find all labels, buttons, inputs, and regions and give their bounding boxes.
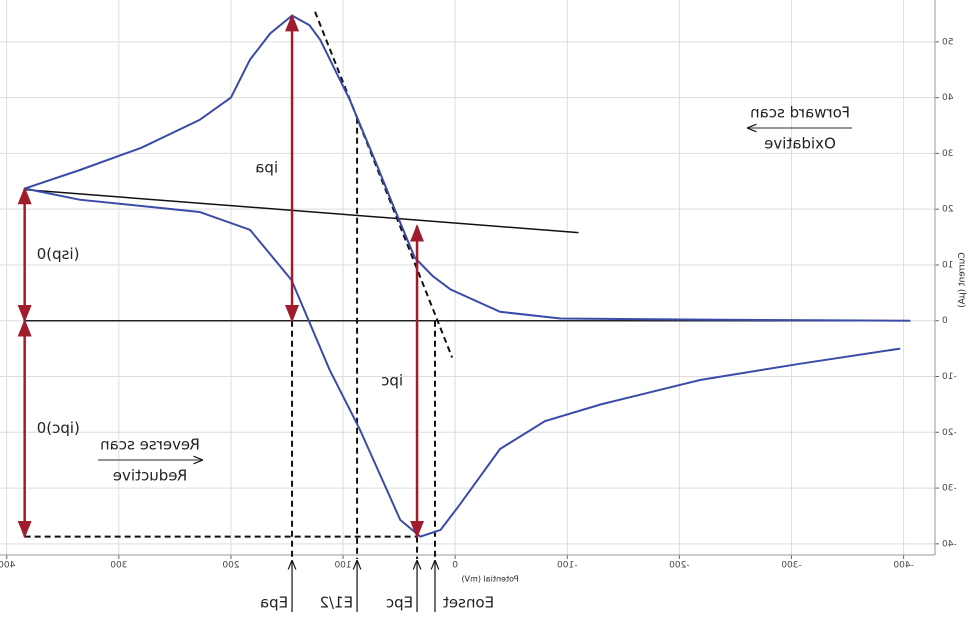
x-tick-label: 100 <box>334 561 351 571</box>
y-tick-label: 0 <box>942 316 948 326</box>
x-tick-label: 200 <box>222 561 239 571</box>
y-tick-label: -10 <box>942 372 957 382</box>
y-tick-label: -30 <box>942 484 957 494</box>
y-tick-label: 10 <box>942 260 954 270</box>
potential-label: Epa <box>260 594 288 612</box>
current-label: (ipc)0 <box>37 419 80 437</box>
potential-label: Epc <box>386 594 413 612</box>
potential-label: E1/2 <box>319 594 353 612</box>
y-tick-label: 20 <box>942 205 954 215</box>
x-tick-label: -400 <box>893 561 914 571</box>
y-axis-label: Current (μA) <box>958 252 968 308</box>
y-tick-label: 30 <box>942 149 954 159</box>
note-title: Forward scan <box>750 104 850 122</box>
x-tick-label: 0 <box>452 561 458 571</box>
y-tick-label: 40 <box>942 93 954 103</box>
baseline <box>24 188 579 234</box>
x-axis-label: Potential (mV) <box>461 575 518 584</box>
potential-label: Eonset <box>443 594 494 612</box>
x-tick-label: -300 <box>781 561 802 571</box>
note-title: Reverse scan <box>100 436 200 454</box>
note-sub: Reductive <box>113 467 187 485</box>
current-label: ipa <box>255 159 278 177</box>
y-tick-label: 50 <box>942 37 954 47</box>
current-label: ipc <box>381 372 403 390</box>
tangent <box>314 11 454 358</box>
y-tick-label: -20 <box>942 428 957 438</box>
x-tick-label: -200 <box>669 561 690 571</box>
x-tick-label: 300 <box>110 561 127 571</box>
note-sub: Oxidative <box>764 135 836 153</box>
x-tick-label: -100 <box>557 561 578 571</box>
cv-curve <box>24 14 911 538</box>
y-tick-label: -40 <box>942 539 957 549</box>
current-label: (isp)0 <box>37 245 80 263</box>
x-tick-label: 400 <box>0 561 15 571</box>
